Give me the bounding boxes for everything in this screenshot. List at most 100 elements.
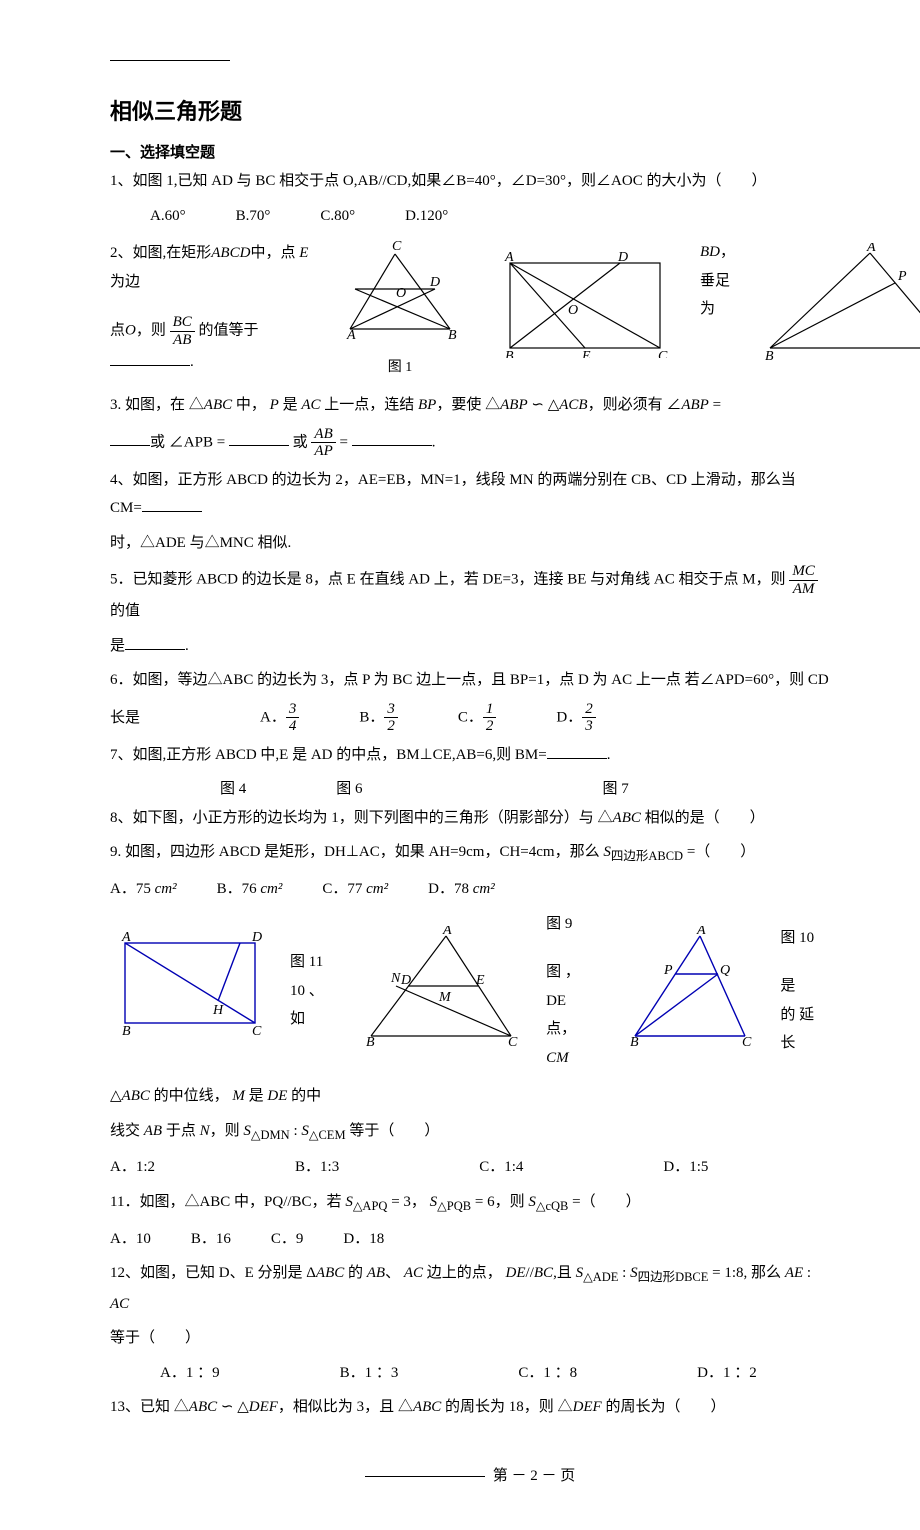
svg-text:C: C [252,1024,262,1039]
question-4-line2: 时，△ADE 与△MNC 相似. [110,529,830,558]
q6-b-num: 3 [384,701,398,719]
q1-opt-b: B.70° [236,202,271,231]
q9-c: C．77 [322,881,362,897]
q6-l2: 长是 [110,704,140,733]
svg-text:A: A [696,926,706,938]
svg-text:M: M [438,990,452,1005]
q6-a: A． [260,709,286,725]
question-3: 3. 如图，在 △ABC 中， P 是 AC 上一点，连结 BP，要使 △ABP… [110,391,830,420]
figure-10: AB CD EM N [356,926,526,1057]
q12-l1f: = 1:8, [712,1265,747,1281]
svg-text:D: D [617,250,628,265]
page-footer: 第 － 2 － 页 [110,1462,830,1491]
page-title: 相似三角形题 [110,91,830,133]
q3-l1f: ，则必须有 [588,397,663,413]
q11-a: A．10 [110,1225,151,1254]
q6-b: B． [359,709,384,725]
q12-options: A．1 ：9 B．1 ：3 C．1 ：8 D．1 ：2 [110,1359,830,1388]
q9-d: D．78 [428,881,469,897]
question-7: 7、如图,正方形 ABCD 中,E 是 AD 的中点，BM⊥CE,AB=6,则 … [110,741,830,770]
svg-text:H: H [212,1003,224,1018]
question-10-line2: △ABC 的中位线， M 是 DE 的中 [110,1082,830,1111]
q12-l1b: 的 [348,1265,363,1281]
svg-text:A: A [504,250,514,265]
q2-tail: BD，垂足为 [700,238,735,324]
q10-l2a: 的中位线， [154,1088,229,1104]
q10-c: C．1:4 [479,1153,523,1182]
q10-l2d: 点， [546,1021,576,1037]
q9-d-u: cm² [473,881,495,897]
q3-l1b: 中， [236,397,266,413]
q11-d: D．18 [343,1225,384,1254]
q3-l1c: 是 [283,397,298,413]
q8-text2: 相似的是（ ） [645,810,765,826]
question-10-line3: 线交 AB 于点 N，则 S△DMN : S△CEM 等于（ ） [110,1117,830,1148]
q10-l2f: 的 延 长 [780,1001,830,1058]
q2-l2c: 的值等于 [199,323,259,339]
q10-l2c: 的中 [291,1088,321,1104]
q1-opt-a: A.60° [150,202,186,231]
q11-b: B．16 [191,1225,231,1254]
q10-end: 是 [780,972,830,1001]
cap11-txt: 图 11 [290,948,336,977]
question-1: 1、如图 1,已知 AD 与 BC 相交于点 O,AB//CD,如果∠B=40°… [110,167,830,196]
q3-l1e: ，要使 [436,397,481,413]
q10-pre: 10 、如 [290,977,336,1034]
svg-text:B: B [122,1024,131,1039]
figure-1: AB CD O 图 1 [330,234,470,381]
svg-text:D: D [429,275,440,290]
q12-l1g: 那么 [751,1265,781,1281]
q12-b: B．1 ：3 [340,1359,399,1388]
q13-l1: 13、已知 [110,1399,170,1415]
q2-mid2: 为边 [110,274,140,290]
svg-text:P: P [663,963,673,978]
q10-mid: 图 ， DE [546,964,580,1009]
q3-eq2: = [340,434,348,450]
q9-b-u: cm² [260,881,282,897]
svg-text:B: B [765,349,774,363]
q10-end-col: 图 10 是 的 延 长 [780,924,830,1058]
svg-text:A: A [121,931,131,945]
figure-11: AB CP Q [620,926,760,1057]
q6-d-den: 3 [582,718,596,735]
svg-text:C: C [658,349,668,358]
q12-l1d: 边上的点， [427,1265,502,1281]
question-5: 5．已知菱形 ABCD 的边长是 8，点 E 在直线 AD 上，若 DE=3，连… [110,563,830,626]
q10-a: A．1:2 [110,1153,155,1182]
cap9-txt: 图 9 [546,910,600,939]
q2-l2b: ，则 [136,323,166,339]
svg-text:B: B [505,349,514,358]
q5-l2b: . [185,638,189,654]
q12-l1: 12、如图，已知 D、E 分别是 [110,1265,303,1281]
q9-b: B．76 [217,881,257,897]
q10-b: B．1:3 [295,1153,339,1182]
q11-text: 11．如图，△ABC 中，PQ//BC，若 [110,1194,342,1210]
q2-l2a: 点 [110,323,125,339]
q1-opt-c: C.80° [320,202,355,231]
q8-text: 8、如下图，小正方形的边长均为 1，则下列图中的三角形（阴影部分）与 [110,810,594,826]
q4-l1: 4、如图，正方形 ABCD 的边长为 2，AE=EB，MN=1，线段 MN 的两… [110,472,796,517]
q11-c: C．9 [271,1225,304,1254]
svg-text:Q: Q [720,963,730,978]
question-11: 11．如图，△ABC 中，PQ//BC，若 S△APQ = 3， S△PQB =… [110,1188,830,1219]
q3-l2b: 或 [293,434,308,450]
fig-caption-row: 图 4 图 6 图 7 [110,775,830,804]
cap-11: 图 11 10 、如 [290,948,336,1034]
question-8: 8、如下图，小正方形的边长均为 1，则下列图中的三角形（阴影部分）与 △ABC … [110,804,830,833]
q7-text: 7、如图,正方形 ABCD 中,E 是 AD 的中点，BM⊥CE,AB=6,则 … [110,747,547,763]
q6-c-den: 2 [483,718,497,735]
svg-text:A: A [866,243,876,255]
q11-eq2: = 6 [475,1194,495,1210]
svg-text:B: B [448,328,457,343]
q10-l3a: 线交 [110,1123,140,1139]
question-6: 6．如图，等边△ABC 的边长为 3，点 P 为 BC 边上一点，且 BP=1，… [110,666,830,695]
cap-6: 图 6 [336,775,362,804]
figure-9: AD BC H [110,931,270,1052]
svg-text:B: B [630,1035,639,1046]
q10-l3b: 于点 [166,1123,196,1139]
q10-options: A．1:2 B．1:3 C．1:4 D．1:5 [110,1153,830,1182]
q12-c: C．1 ：8 [518,1359,577,1388]
q3-l1: 3. 如图，在 [110,397,185,413]
question-4: 4、如图，正方形 ABCD 的边长为 2，AE=EB，MN=1，线段 MN 的两… [110,466,830,523]
figure-abp: AB CP [755,243,920,374]
